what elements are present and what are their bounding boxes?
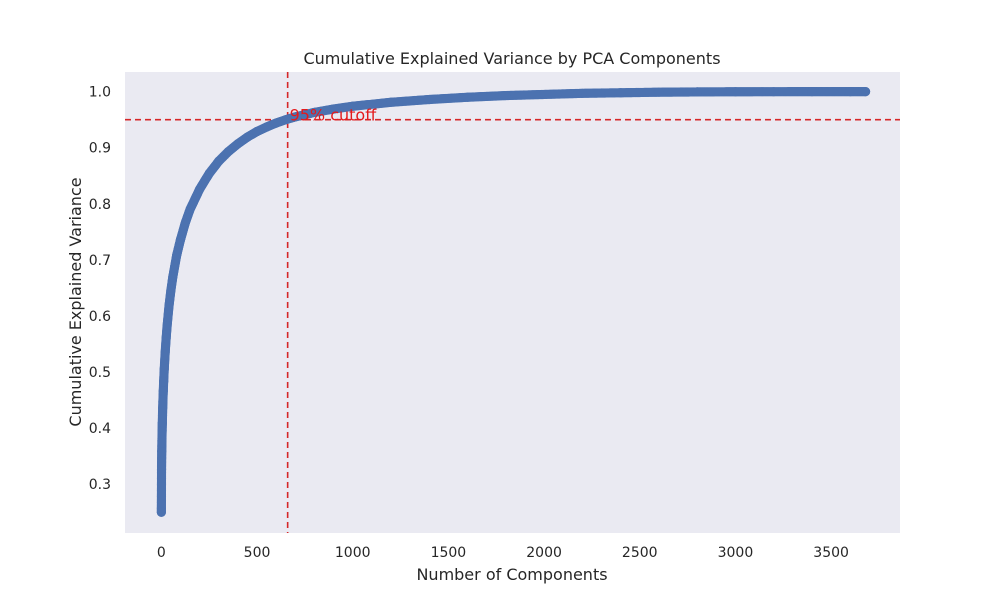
data-point (386, 97, 396, 107)
data-point (501, 90, 511, 101)
data-point (157, 435, 167, 446)
y-tick-label: 0.9 (89, 141, 111, 157)
data-point (262, 122, 272, 132)
y-tick-label: 1.0 (89, 85, 111, 101)
data-point (271, 118, 281, 128)
data-point (692, 87, 702, 97)
data-point (158, 397, 168, 407)
data-point (214, 156, 224, 166)
y-tick-label: 0.6 (89, 309, 111, 325)
y-axis-ticks: 0.3 0.4 0.5 0.6 0.7 0.8 0.9 1.0 (89, 85, 111, 494)
y-tick-label: 0.3 (89, 477, 111, 493)
data-point (160, 347, 170, 358)
data-point (424, 94, 434, 105)
data-point (175, 235, 186, 245)
x-tick-label: 2500 (622, 545, 658, 561)
y-tick-label: 0.5 (89, 365, 111, 381)
x-tick-label: 1500 (431, 545, 467, 561)
series-layer (156, 87, 871, 517)
data-point (730, 87, 741, 97)
data-point (204, 168, 214, 179)
data-point (223, 147, 233, 157)
data-point (654, 87, 664, 97)
data-point (164, 301, 174, 311)
x-tick-label: 500 (244, 545, 271, 561)
data-point (168, 272, 178, 282)
data-point (348, 101, 358, 111)
data-point (172, 250, 182, 260)
x-tick-label: 3500 (813, 545, 849, 561)
data-point (807, 87, 817, 97)
x-tick-label: 2000 (526, 545, 562, 561)
data-point (242, 132, 253, 142)
data-point (195, 184, 205, 194)
data-point (158, 386, 168, 396)
data-point (577, 88, 587, 98)
data-point (157, 426, 167, 436)
data-point (180, 218, 190, 228)
data-point (166, 285, 176, 295)
x-axis-title: Number of Components (416, 565, 607, 584)
data-point (233, 139, 243, 149)
data-point (156, 464, 167, 474)
data-point (290, 112, 300, 122)
x-tick-label: 3000 (718, 545, 754, 561)
data-point (845, 87, 855, 97)
data-point (252, 126, 262, 137)
y-axis-title: Cumulative Explained Variance (66, 177, 85, 426)
data-point (769, 87, 779, 97)
y-tick-label: 0.4 (89, 421, 111, 437)
data-point (156, 507, 166, 517)
data-point (157, 417, 167, 428)
cutoff-annotation: 95% cutoff (290, 106, 378, 125)
data-point (162, 321, 172, 331)
y-tick-label: 0.8 (89, 197, 111, 213)
x-axis-ticks: 0 500 1000 1500 2000 2500 3000 3500 (157, 545, 849, 561)
data-point (281, 115, 291, 125)
data-point (860, 87, 871, 97)
y-tick-label: 0.7 (89, 253, 111, 269)
data-point (309, 107, 320, 117)
data-point (185, 204, 195, 215)
data-point (616, 88, 626, 98)
data-point (159, 376, 169, 387)
data-point (462, 92, 473, 102)
data-point (157, 410, 168, 420)
reference-lines (125, 72, 900, 533)
data-point (157, 447, 167, 457)
data-point (161, 333, 171, 343)
data-point (328, 104, 339, 114)
data-point (539, 89, 549, 100)
data-point (159, 364, 169, 374)
x-tick-label: 1000 (335, 545, 371, 561)
chart-title: Cumulative Explained Variance by PCA Com… (303, 49, 720, 68)
plot-background (125, 72, 900, 533)
annotations: 95% cutoff (290, 106, 378, 125)
x-tick-label: 0 (157, 545, 166, 561)
